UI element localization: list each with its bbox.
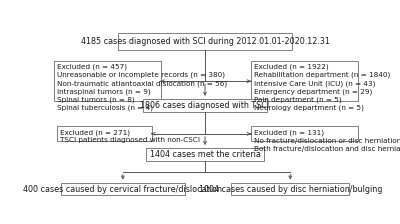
FancyBboxPatch shape — [118, 33, 292, 50]
Text: 1404 cases met the criteria: 1404 cases met the criteria — [150, 150, 260, 159]
Text: 4185 cases diagnosed with SCI during 2012.01.01-2020.12.31: 4185 cases diagnosed with SCI during 201… — [80, 37, 330, 46]
FancyBboxPatch shape — [54, 61, 161, 101]
Text: 400 cases caused by cervical fracture/dislocation: 400 cases caused by cervical fracture/di… — [23, 185, 222, 194]
FancyBboxPatch shape — [231, 183, 349, 196]
Text: Excluded (n = 271)
TSCI patients diagnosed with non-CSCI: Excluded (n = 271) TSCI patients diagnos… — [60, 129, 200, 143]
FancyBboxPatch shape — [251, 127, 358, 141]
Text: Excluded (n = 457)
Unreasonable or incomplete records (n = 380)
Non-traumatic at: Excluded (n = 457) Unreasonable or incom… — [57, 64, 227, 111]
FancyBboxPatch shape — [61, 183, 185, 196]
FancyBboxPatch shape — [57, 127, 152, 141]
Text: Excluded (n = 1922)
Rehabilitation department (n = 1840)
Intensive Care Unit (IC: Excluded (n = 1922) Rehabilitation depar… — [254, 64, 390, 111]
Text: Excluded (n = 131)
No fracture/dislocation or disc herniation (n = 38)
Both frac: Excluded (n = 131) No fracture/dislocati… — [254, 129, 400, 152]
FancyBboxPatch shape — [251, 61, 358, 101]
FancyBboxPatch shape — [146, 148, 264, 161]
Text: 1004 cases caused by disc herniation/bulging: 1004 cases caused by disc herniation/bul… — [198, 185, 382, 194]
FancyBboxPatch shape — [143, 99, 267, 112]
Text: 1806 cases diagnosed with TSCI: 1806 cases diagnosed with TSCI — [140, 101, 270, 110]
